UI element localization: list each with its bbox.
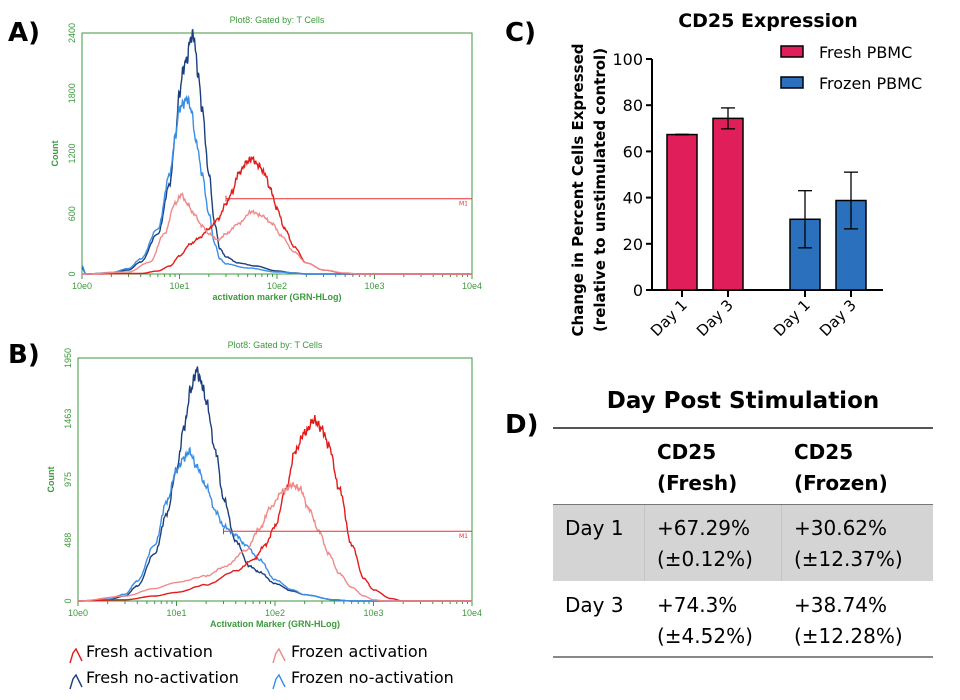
y-axis-label: Count — [46, 467, 56, 493]
legend-fresh-activation: Fresh activation — [86, 642, 213, 661]
y-axis-label-2: (relative to unstimulated control) — [591, 48, 609, 332]
bar — [789, 218, 821, 291]
y-tick-label: 20 — [623, 235, 643, 254]
panel-label-c: C) — [505, 18, 536, 48]
table-cell: (±4.52%) — [657, 624, 753, 648]
panel-label-d: D) — [505, 410, 539, 440]
x-tick-label: 10e0 — [72, 281, 92, 291]
table-cell: +38.74% — [794, 593, 888, 617]
table-cell: +30.62% — [794, 516, 888, 540]
table-cell: (±12.28%) — [794, 624, 903, 648]
plot-frame — [81, 32, 473, 275]
x-tick-label: 10e0 — [68, 608, 88, 618]
y-axis-label: Change in Percent Cells Expressed — [569, 44, 587, 337]
column-header: (Fresh) — [657, 471, 738, 495]
panel-label-a: A) — [8, 18, 41, 48]
y-tick-label: 600 — [67, 206, 77, 221]
row-label: Day 3 — [565, 593, 624, 617]
y-axis-label: Count — [50, 141, 60, 167]
legend-icon-fresh_no — [69, 673, 83, 690]
legend-label: Frozen activation — [291, 642, 428, 661]
y-tick-label: 0 — [63, 598, 73, 603]
histogram-line-fresh_act — [78, 415, 472, 602]
y-tick-label: 80 — [623, 96, 643, 115]
bar-chart-C: CD25 Expression Change in Percent Cells E… — [569, 10, 922, 340]
row-label: Day 1 — [565, 516, 624, 540]
x-tick-label: 10e2 — [267, 281, 287, 291]
plot-title: Plot8: Gated by: T Cells — [230, 15, 325, 25]
histogram-line-fresh_no — [78, 366, 472, 602]
x-tick-label: 10e4 — [462, 608, 482, 618]
x-tick-label: Day 3 — [693, 296, 737, 340]
legend-label: Fresh activation — [86, 642, 213, 661]
panel-label-b: B) — [8, 340, 40, 370]
x-tick-label: 10e4 — [462, 281, 482, 291]
x-tick-label: 10e2 — [265, 608, 285, 618]
y-tick-label: 1800 — [67, 83, 77, 103]
y-tick-label: 975 — [63, 472, 73, 487]
histogram-line-frozen_act — [82, 192, 472, 275]
shaded-row — [553, 505, 933, 581]
plot-frame — [77, 357, 473, 602]
x-tick-label: 10e3 — [364, 281, 384, 291]
y-tick-label: 1200 — [67, 143, 77, 163]
table-cell: (±0.12%) — [657, 547, 753, 571]
table-cell: +67.29% — [657, 516, 751, 540]
y-tick-label: 60 — [623, 142, 643, 161]
histogram-line-frozen_no — [81, 94, 472, 275]
x-tick-label: 10e3 — [363, 608, 383, 618]
bar — [666, 133, 698, 291]
y-tick-label: 2400 — [67, 23, 77, 43]
histogram-line-frozen_no — [78, 446, 472, 602]
y-tick-label: 100 — [612, 50, 643, 69]
histogram-line-fresh_act — [82, 155, 472, 275]
legend-icon-fresh_act — [69, 647, 83, 664]
legend-icon-frozen_no — [272, 673, 286, 690]
gate-label: M1 — [459, 533, 468, 540]
legend-swatch — [780, 76, 804, 89]
legend-icon-frozen_act — [272, 647, 286, 664]
legend-label: Frozen no-activation — [291, 668, 454, 687]
x-tick-label: Day 1 — [647, 296, 691, 340]
legend-fresh-no-activation: Fresh no-activation — [86, 668, 239, 687]
column-header: CD25 — [794, 440, 854, 464]
x-tick-label: Day 1 — [770, 296, 814, 340]
y-tick-label: 0 — [633, 281, 643, 300]
histogram-line-frozen_act — [77, 481, 472, 602]
x-tick-label: 10e1 — [169, 281, 189, 291]
y-tick-label: 1463 — [63, 409, 73, 429]
plot-title: Plot8: Gated by: T Cells — [228, 340, 323, 350]
chart-title: CD25 Expression — [678, 10, 858, 32]
legend-label: Fresh PBMC — [819, 43, 912, 62]
histogram-B: Plot8: Gated by: T Cells Activation Marke… — [46, 340, 482, 629]
legend-swatch — [780, 45, 804, 58]
y-tick-label: 40 — [623, 189, 643, 208]
legend-frozen-no-activation: Frozen no-activation — [291, 668, 454, 687]
table-cell: (±12.37%) — [794, 547, 903, 571]
table-title: Day Post Stimulation — [606, 388, 880, 414]
y-tick-label: 1950 — [63, 348, 73, 368]
y-tick-label: 488 — [63, 533, 73, 548]
legend-frozen-activation: Frozen activation — [291, 642, 428, 661]
legend-label: Fresh no-activation — [86, 668, 239, 687]
bar — [712, 117, 744, 291]
y-tick-label: 0 — [67, 271, 77, 276]
column-header: CD25 — [657, 440, 717, 464]
histogram-line-fresh_no — [81, 28, 472, 275]
table-cell: +74.3% — [657, 593, 738, 617]
histogram-A: Plot8: Gated by: T Cells activation marke… — [50, 15, 482, 302]
x-tick-label: 10e1 — [166, 608, 186, 618]
x-axis-label: activation marker (GRN-HLog) — [212, 292, 341, 302]
column-header: (Frozen) — [794, 471, 888, 495]
legend-label: Frozen PBMC — [819, 74, 922, 93]
x-axis-label: Activation Marker (GRN-HLog) — [210, 619, 340, 629]
gate-label: M1 — [459, 201, 468, 208]
x-tick-label: Day 3 — [816, 296, 860, 340]
